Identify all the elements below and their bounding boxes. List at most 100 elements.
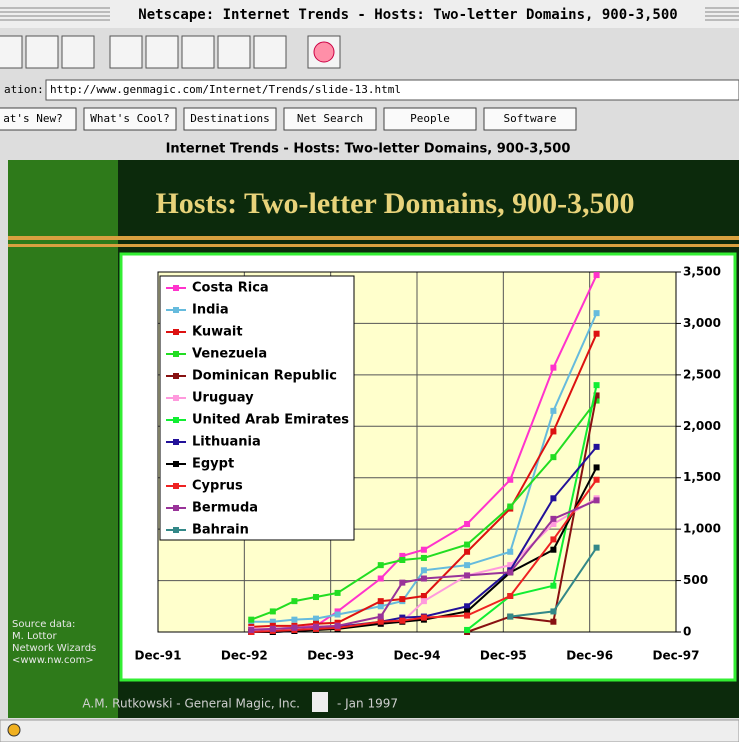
y-tick-label: 3,000 — [683, 316, 721, 330]
data-point — [464, 521, 470, 527]
open-button[interactable] — [182, 36, 214, 68]
find-button[interactable] — [254, 36, 286, 68]
home-button[interactable] — [62, 36, 94, 68]
data-point — [421, 576, 427, 582]
source-note: Source data: — [12, 619, 75, 630]
legend-marker — [173, 461, 179, 467]
nav-button-label: What's Cool? — [90, 112, 169, 125]
location-label: ation: — [4, 83, 44, 96]
data-point — [594, 272, 600, 278]
data-point — [421, 615, 427, 621]
data-point — [550, 583, 556, 589]
data-point — [507, 593, 513, 599]
data-point — [270, 626, 276, 632]
data-point — [507, 549, 513, 555]
legend-marker — [173, 373, 179, 379]
y-tick-label: 500 — [683, 573, 708, 587]
data-point — [594, 545, 600, 551]
legend-label: Venezuela — [192, 347, 267, 362]
data-point — [399, 618, 405, 624]
source-note: M. Lottor — [12, 631, 57, 642]
print-button[interactable] — [218, 36, 250, 68]
data-point — [378, 598, 384, 604]
data-point — [313, 616, 319, 622]
legend-marker — [173, 307, 179, 313]
nav-button-label: People — [410, 112, 450, 125]
location-url: http://www.genmagic.com/Internet/Trends/… — [50, 83, 401, 96]
x-tick-label: Dec-95 — [480, 649, 527, 663]
data-point — [421, 547, 427, 553]
data-point — [313, 594, 319, 600]
nav-button-label: Destinations — [190, 112, 269, 125]
data-point — [464, 613, 470, 619]
data-point — [594, 497, 600, 503]
data-point — [550, 608, 556, 614]
legend-label: Cyprus — [192, 479, 243, 494]
reload-button[interactable] — [110, 36, 142, 68]
data-point — [550, 428, 556, 434]
data-point — [464, 542, 470, 548]
screen: Netscape: Internet Trends - Hosts: Two-l… — [0, 0, 739, 742]
legend-marker — [173, 439, 179, 445]
legend-marker — [173, 505, 179, 511]
data-point — [594, 477, 600, 483]
page: Netscape: Internet Trends - Hosts: Two-l… — [0, 0, 739, 742]
data-point — [550, 495, 556, 501]
footer-text: A.M. Rutkowski - General Magic, Inc. — [82, 697, 300, 711]
legend-label: India — [192, 303, 229, 318]
legend-marker — [173, 395, 179, 401]
data-point — [507, 477, 513, 483]
data-point — [464, 549, 470, 555]
data-point — [594, 310, 600, 316]
source-note: Network Wizards — [12, 643, 96, 654]
data-point — [507, 614, 513, 620]
legend-label: Costa Rica — [192, 281, 269, 296]
legend-marker — [173, 417, 179, 423]
data-point — [399, 596, 405, 602]
y-tick-label: 3,500 — [683, 265, 721, 279]
nav-button-label: Software — [504, 112, 557, 125]
legend-label: Dominican Republic — [192, 369, 337, 384]
data-point — [550, 619, 556, 625]
legend-label: Uruguay — [192, 391, 254, 406]
y-tick-label: 2,000 — [683, 419, 721, 433]
legend-label: Egypt — [192, 457, 234, 472]
data-point — [421, 555, 427, 561]
data-point — [378, 603, 384, 609]
rule — [8, 236, 739, 240]
data-point — [550, 536, 556, 542]
data-point — [291, 625, 297, 631]
data-point — [248, 627, 254, 633]
data-point — [464, 572, 470, 578]
data-point — [313, 624, 319, 630]
data-point — [507, 569, 513, 575]
legend-label: Bahrain — [192, 523, 249, 538]
x-tick-label: Dec-92 — [221, 649, 268, 663]
legend-marker — [173, 483, 179, 489]
legend-label: Kuwait — [192, 325, 243, 340]
legend-marker — [173, 351, 179, 357]
data-point — [378, 619, 384, 625]
data-point — [399, 557, 405, 563]
data-point — [594, 444, 600, 450]
forward-button[interactable] — [26, 36, 58, 68]
back-button[interactable] — [0, 36, 22, 68]
legend-marker — [173, 527, 179, 533]
x-tick-label: Dec-93 — [307, 649, 354, 663]
data-point — [335, 590, 341, 596]
data-point — [291, 617, 297, 623]
nav-button-label: at's New? — [3, 112, 63, 125]
data-point — [399, 580, 405, 586]
data-point — [421, 593, 427, 599]
legend-label: United Arab Emirates — [192, 413, 349, 428]
data-point — [335, 612, 341, 618]
data-point — [550, 516, 556, 522]
data-point — [291, 598, 297, 604]
data-point — [594, 382, 600, 388]
data-point — [421, 567, 427, 573]
rule — [8, 244, 739, 247]
data-point — [270, 608, 276, 614]
data-point — [464, 562, 470, 568]
images-button[interactable] — [146, 36, 178, 68]
y-tick-label: 1,500 — [683, 470, 721, 484]
